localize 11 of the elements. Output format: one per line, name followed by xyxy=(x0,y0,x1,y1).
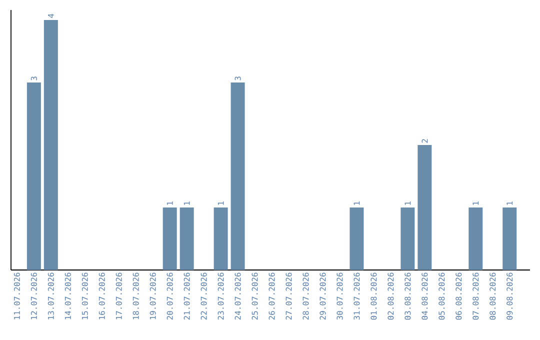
bar xyxy=(502,208,517,270)
bar xyxy=(44,20,58,270)
bar xyxy=(26,82,41,270)
bar xyxy=(350,208,364,270)
bar xyxy=(468,208,483,270)
bar xyxy=(230,82,245,270)
bar xyxy=(418,144,432,270)
bar xyxy=(214,208,228,270)
bar xyxy=(400,208,415,270)
bar xyxy=(180,208,194,270)
bar xyxy=(162,208,177,270)
